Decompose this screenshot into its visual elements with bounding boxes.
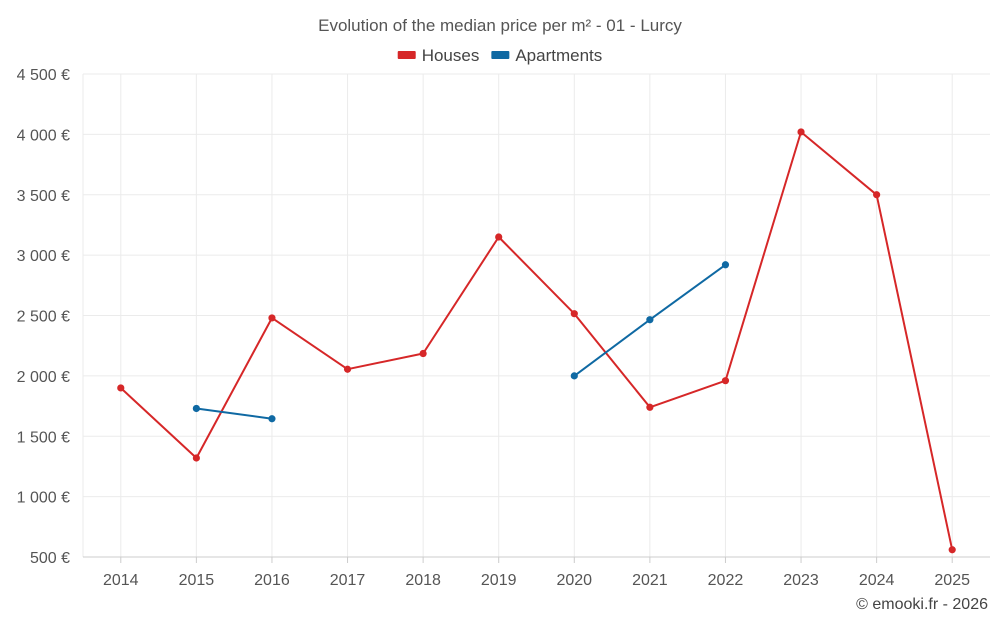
- y-tick-label: 2 000 €: [17, 369, 70, 386]
- x-tick-label: 2014: [103, 572, 139, 589]
- chart-title: Evolution of the median price per m² - 0…: [318, 16, 682, 35]
- x-tick-label: 2017: [330, 572, 366, 589]
- legend-swatch-houses: [397, 51, 416, 59]
- legend-label-apartments: Apartments: [515, 46, 602, 65]
- data-point-houses[interactable]: [419, 349, 427, 358]
- series-houses: [117, 128, 956, 554]
- x-tick-label: 2024: [859, 572, 895, 589]
- x-tick-label: 2015: [179, 572, 215, 589]
- x-tick-label: 2016: [254, 572, 290, 589]
- series-layer: [117, 128, 956, 554]
- x-tick-label: 2020: [556, 572, 592, 589]
- data-point-houses[interactable]: [646, 403, 654, 411]
- legend: Houses Apartments: [397, 46, 602, 65]
- data-point-apartments[interactable]: [268, 415, 276, 423]
- x-tick-label: 2019: [481, 572, 517, 589]
- legend-swatch-apartments: [491, 51, 510, 59]
- data-point-apartments[interactable]: [721, 261, 730, 269]
- data-point-houses[interactable]: [495, 233, 503, 241]
- data-point-apartments[interactable]: [646, 316, 654, 324]
- series-line-houses: [120, 131, 954, 551]
- y-tick-label: 1 000 €: [17, 490, 70, 507]
- data-point-houses[interactable]: [721, 377, 730, 385]
- data-point-houses[interactable]: [343, 365, 352, 373]
- data-point-houses[interactable]: [948, 546, 956, 554]
- data-point-houses[interactable]: [268, 314, 276, 322]
- data-point-houses[interactable]: [797, 128, 805, 136]
- series-line-apartments: [196, 407, 273, 420]
- x-tick-label: 2023: [783, 572, 819, 589]
- y-tick-label: 4 500 €: [17, 67, 70, 84]
- grid: [82, 73, 990, 557]
- y-tick-label: 1 500 €: [17, 429, 70, 446]
- data-point-houses[interactable]: [570, 310, 578, 318]
- y-axis: 500 € 1 000 € 1 500 € 2 000 € 2 500 € 3 000 €…: [17, 67, 70, 567]
- x-tick-label: 2021: [632, 572, 668, 589]
- data-point-houses[interactable]: [192, 454, 200, 462]
- data-point-houses[interactable]: [117, 384, 125, 392]
- x-tick-label: 2022: [708, 572, 744, 589]
- y-tick-label: 2 500 €: [17, 309, 70, 326]
- series-apartments: [192, 261, 730, 423]
- credit-label: © emooki.fr - 2026: [856, 596, 988, 613]
- y-tick-label: 3 000 €: [17, 248, 70, 265]
- legend-label-houses: Houses: [422, 46, 480, 65]
- data-point-apartments[interactable]: [570, 372, 578, 380]
- x-tick-label: 2018: [405, 572, 441, 589]
- y-tick-label: 4 000 €: [17, 127, 70, 144]
- x-axis: 2014 2015 2016 2017 2018 2019 2020 2021 2022 2023…: [83, 556, 990, 589]
- data-point-houses[interactable]: [873, 191, 881, 199]
- legend-item-apartments[interactable]: Apartments: [491, 46, 602, 65]
- x-tick-label: 2025: [934, 572, 970, 589]
- data-point-apartments[interactable]: [192, 404, 200, 413]
- y-tick-label: 3 500 €: [17, 188, 70, 205]
- y-tick-label: 500 €: [30, 550, 70, 567]
- legend-item-houses[interactable]: Houses: [397, 46, 480, 65]
